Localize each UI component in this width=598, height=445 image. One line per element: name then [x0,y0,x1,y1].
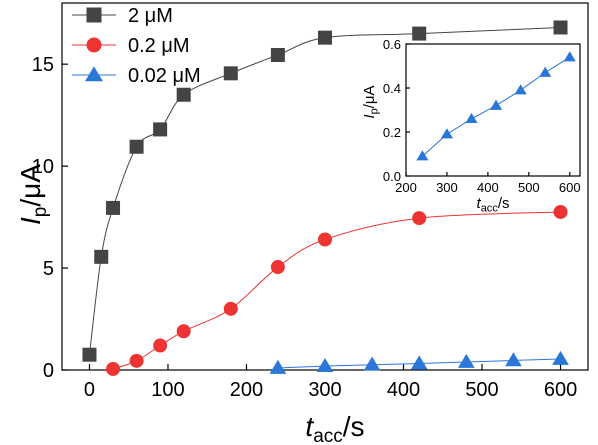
inset-x-tick-label: 600 [559,180,581,195]
data-point [129,353,144,368]
y-tick-label: 5 [43,258,54,280]
inset-plot-frame [405,43,581,177]
data-point [318,232,332,247]
data-point [553,204,568,219]
y-axis-title-sub: p [30,207,51,218]
data-point [176,87,191,102]
data-point [94,249,109,264]
data-point [552,350,569,365]
inset-x-tick-label: 500 [518,180,540,195]
inset-data-point [465,112,478,124]
legend-marker [86,7,102,23]
inset-data-point [440,128,453,139]
legend-marker [85,66,103,82]
inset-x-axis-title-sub: acc [481,202,499,214]
y-tick-label: 15 [32,54,54,76]
data-point [106,200,121,215]
data-point [176,324,191,339]
x-axis-title-main: t [305,411,314,442]
data-point [223,301,238,316]
x-tick-label: 100 [151,379,184,401]
inset-y-axis-title-sub: p [368,108,380,114]
x-axis-title-sub: acc [313,426,343,445]
inset-plot: 200 300 400 500 600 0.0 0.2 0.4 0.6 tacc/s Ip/μA [361,37,581,214]
x-tick-label: 500 [465,379,498,401]
data-point [129,139,144,154]
y-axis-title-unit: /μA [15,164,46,207]
data-point [318,30,332,45]
x-tick-label: 600 [544,379,577,401]
y-tick-label: 0 [43,360,54,382]
data-point [457,353,475,368]
data-point [153,122,168,137]
inset-y-tick-label: 0.2 [383,125,401,140]
inset-x-tick-label: 200 [395,180,417,195]
inset-x-axis-title-main: t [477,195,482,212]
inset-y-axis-title-main: I [361,114,378,118]
data-point [412,26,427,41]
inset-x-axis-title-unit: /s [498,195,510,212]
data-point [363,356,381,371]
data-point [412,211,427,226]
data-point [270,47,285,62]
data-point [153,338,168,353]
main-plot-frame [61,2,589,371]
legend-marker [86,37,102,53]
legend-label: 0.2 μM [128,35,190,57]
data-point [269,359,287,374]
inset-data-point [416,150,429,161]
data-point [270,260,285,275]
x-tick-label: 400 [387,379,420,401]
inset-y-axis-title: Ip/μA [361,85,380,118]
y-axis-title-main: I [15,217,46,225]
x-tick-label: 200 [230,379,263,401]
inset-data-point [514,84,527,95]
x-tick-label: 0 [84,379,95,401]
inset-data-point [539,66,552,77]
x-axis-title-unit: /s [343,411,365,442]
inset-y-axis-title-unit: /μA [361,85,378,108]
legend: 2 μM 0.2 μM 0.02 μM [72,5,201,87]
inset-data-point [490,99,503,110]
data-point [505,352,522,367]
data-point [553,20,568,35]
legend-label: 2 μM [128,5,173,27]
legend-label: 0.02 μM [128,65,201,87]
x-axis-title: tacc/s [305,411,364,445]
x-tick-label: 300 [308,379,341,401]
y-axis-title: Ip/μA [15,164,51,225]
inset-x-axis-title: tacc/s [477,195,510,214]
series-line [112,211,561,370]
inset-y-tick-label: 0.6 [383,37,401,52]
data-point [316,358,334,372]
data-point [82,347,97,362]
inset-y-tick-label: 0.0 [383,169,401,184]
data-point [106,361,121,376]
y-tick-label: 10 [32,156,54,178]
data-point [410,355,428,370]
inset-x-tick-label: 400 [477,180,499,195]
inset-y-tick-label: 0.4 [383,81,401,96]
data-point [223,66,238,81]
inset-data-point [563,51,576,62]
inset-x-tick-label: 300 [436,180,458,195]
